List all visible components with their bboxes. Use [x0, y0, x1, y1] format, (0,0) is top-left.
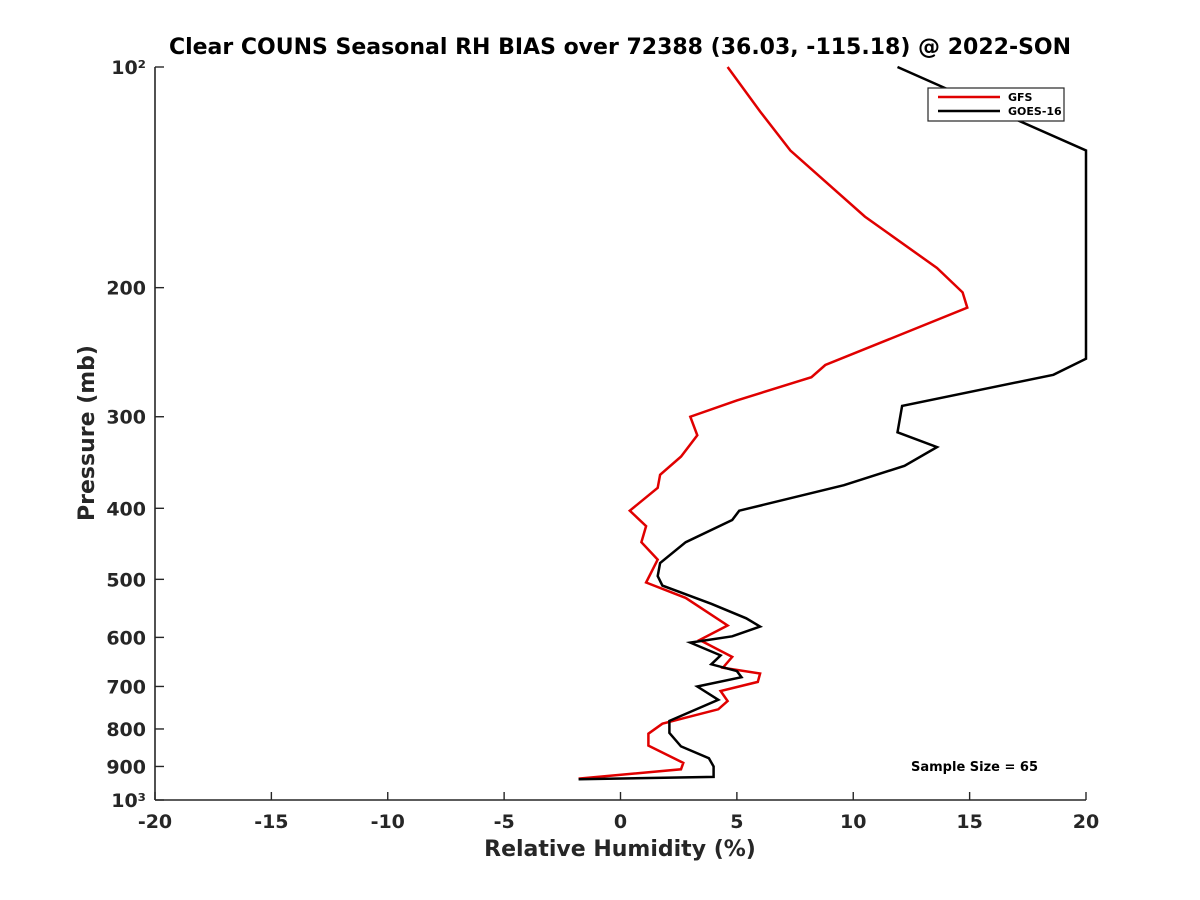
x-tick-label: 20: [1073, 811, 1099, 833]
x-tick-label: 5: [730, 811, 743, 833]
x-ticks: -20 -15 -10 -5 0 5 10 15 20: [138, 792, 1099, 833]
y-axis-title: Pressure (mb): [75, 345, 100, 521]
legend-label-gfs: GFS: [1008, 91, 1033, 104]
series-line-gfs: [578, 66, 969, 780]
y-ticks: 10² 200 300 400 500 600 700 800 900 10³: [106, 57, 164, 812]
y-tick-label: 400: [106, 498, 146, 520]
x-tick-label: 15: [956, 811, 982, 833]
chart-title: Clear COUNS Seasonal RH BIAS over 72388 …: [169, 35, 1071, 60]
plot-area: -20 -15 -10 -5 0 5 10 15 20 10² 200 300 400 500 600 70…: [106, 57, 1099, 833]
y-tick-label: 10³: [111, 790, 146, 812]
y-tick-label: 500: [106, 569, 146, 591]
x-tick-label: -5: [494, 811, 515, 833]
y-tick-label: 800: [106, 719, 146, 741]
y-tick-label: 10²: [111, 57, 146, 79]
x-tick-label: -10: [371, 811, 405, 833]
sample-size-annotation: Sample Size = 65: [911, 760, 1038, 775]
x-tick-label: -15: [254, 811, 288, 833]
legend: GFS GOES-16: [927, 87, 1065, 122]
legend-label-goes-16: GOES-16: [1008, 105, 1062, 118]
x-tick-label: -20: [138, 811, 172, 833]
y-tick-label: 900: [106, 756, 146, 778]
legend-box: [927, 87, 1065, 122]
y-tick-label: 700: [106, 676, 146, 698]
series-layer: [578, 65, 1088, 781]
y-tick-label: 300: [106, 407, 146, 429]
y-tick-label: 200: [106, 278, 146, 300]
x-axis-title: Relative Humidity (%): [484, 837, 756, 862]
x-tick-label: 0: [614, 811, 627, 833]
y-tick-label: 600: [106, 627, 146, 649]
x-tick-label: 10: [840, 811, 866, 833]
series-line-goes-16: [578, 65, 1088, 781]
